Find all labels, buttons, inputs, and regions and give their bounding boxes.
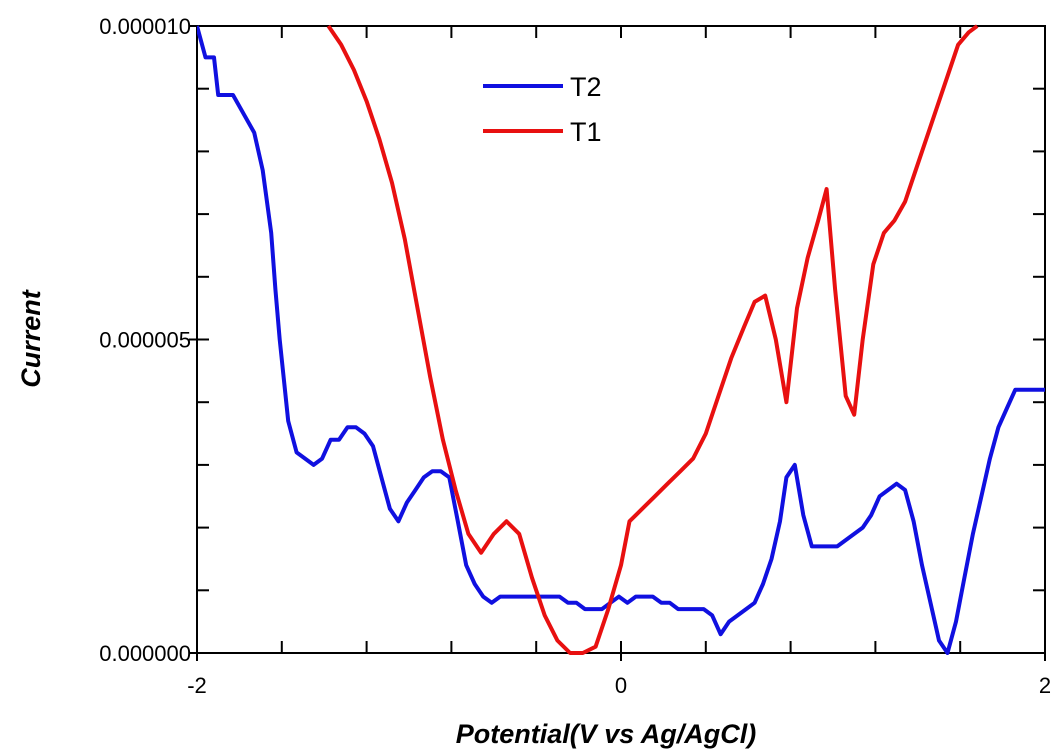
minor-ticks <box>197 26 1045 653</box>
y-tick-label: 0.000005 <box>99 328 191 353</box>
x-axis-title: Potential(V vs Ag/AgCl) <box>456 719 757 749</box>
x-tick-label: -2 <box>187 673 207 698</box>
series-layer <box>197 24 1045 655</box>
legend-label-t2: T2 <box>570 72 602 102</box>
y-axis: 0.000000 0.000005 0.000010 <box>99 14 197 666</box>
y-tick-label: 0.000000 <box>99 641 191 666</box>
y-tick-label: 0.000010 <box>99 14 191 39</box>
y-axis-title: Current <box>16 289 46 388</box>
x-axis: -2 0 2 <box>187 653 1051 698</box>
series-line-t1 <box>326 24 979 655</box>
plot-area <box>196 24 1046 655</box>
legend: T2 T1 <box>483 72 602 147</box>
legend-label-t1: T1 <box>570 117 602 147</box>
x-tick-label: 0 <box>615 673 627 698</box>
series-line-t2 <box>197 25 1045 655</box>
x-tick-label: 2 <box>1039 673 1051 698</box>
